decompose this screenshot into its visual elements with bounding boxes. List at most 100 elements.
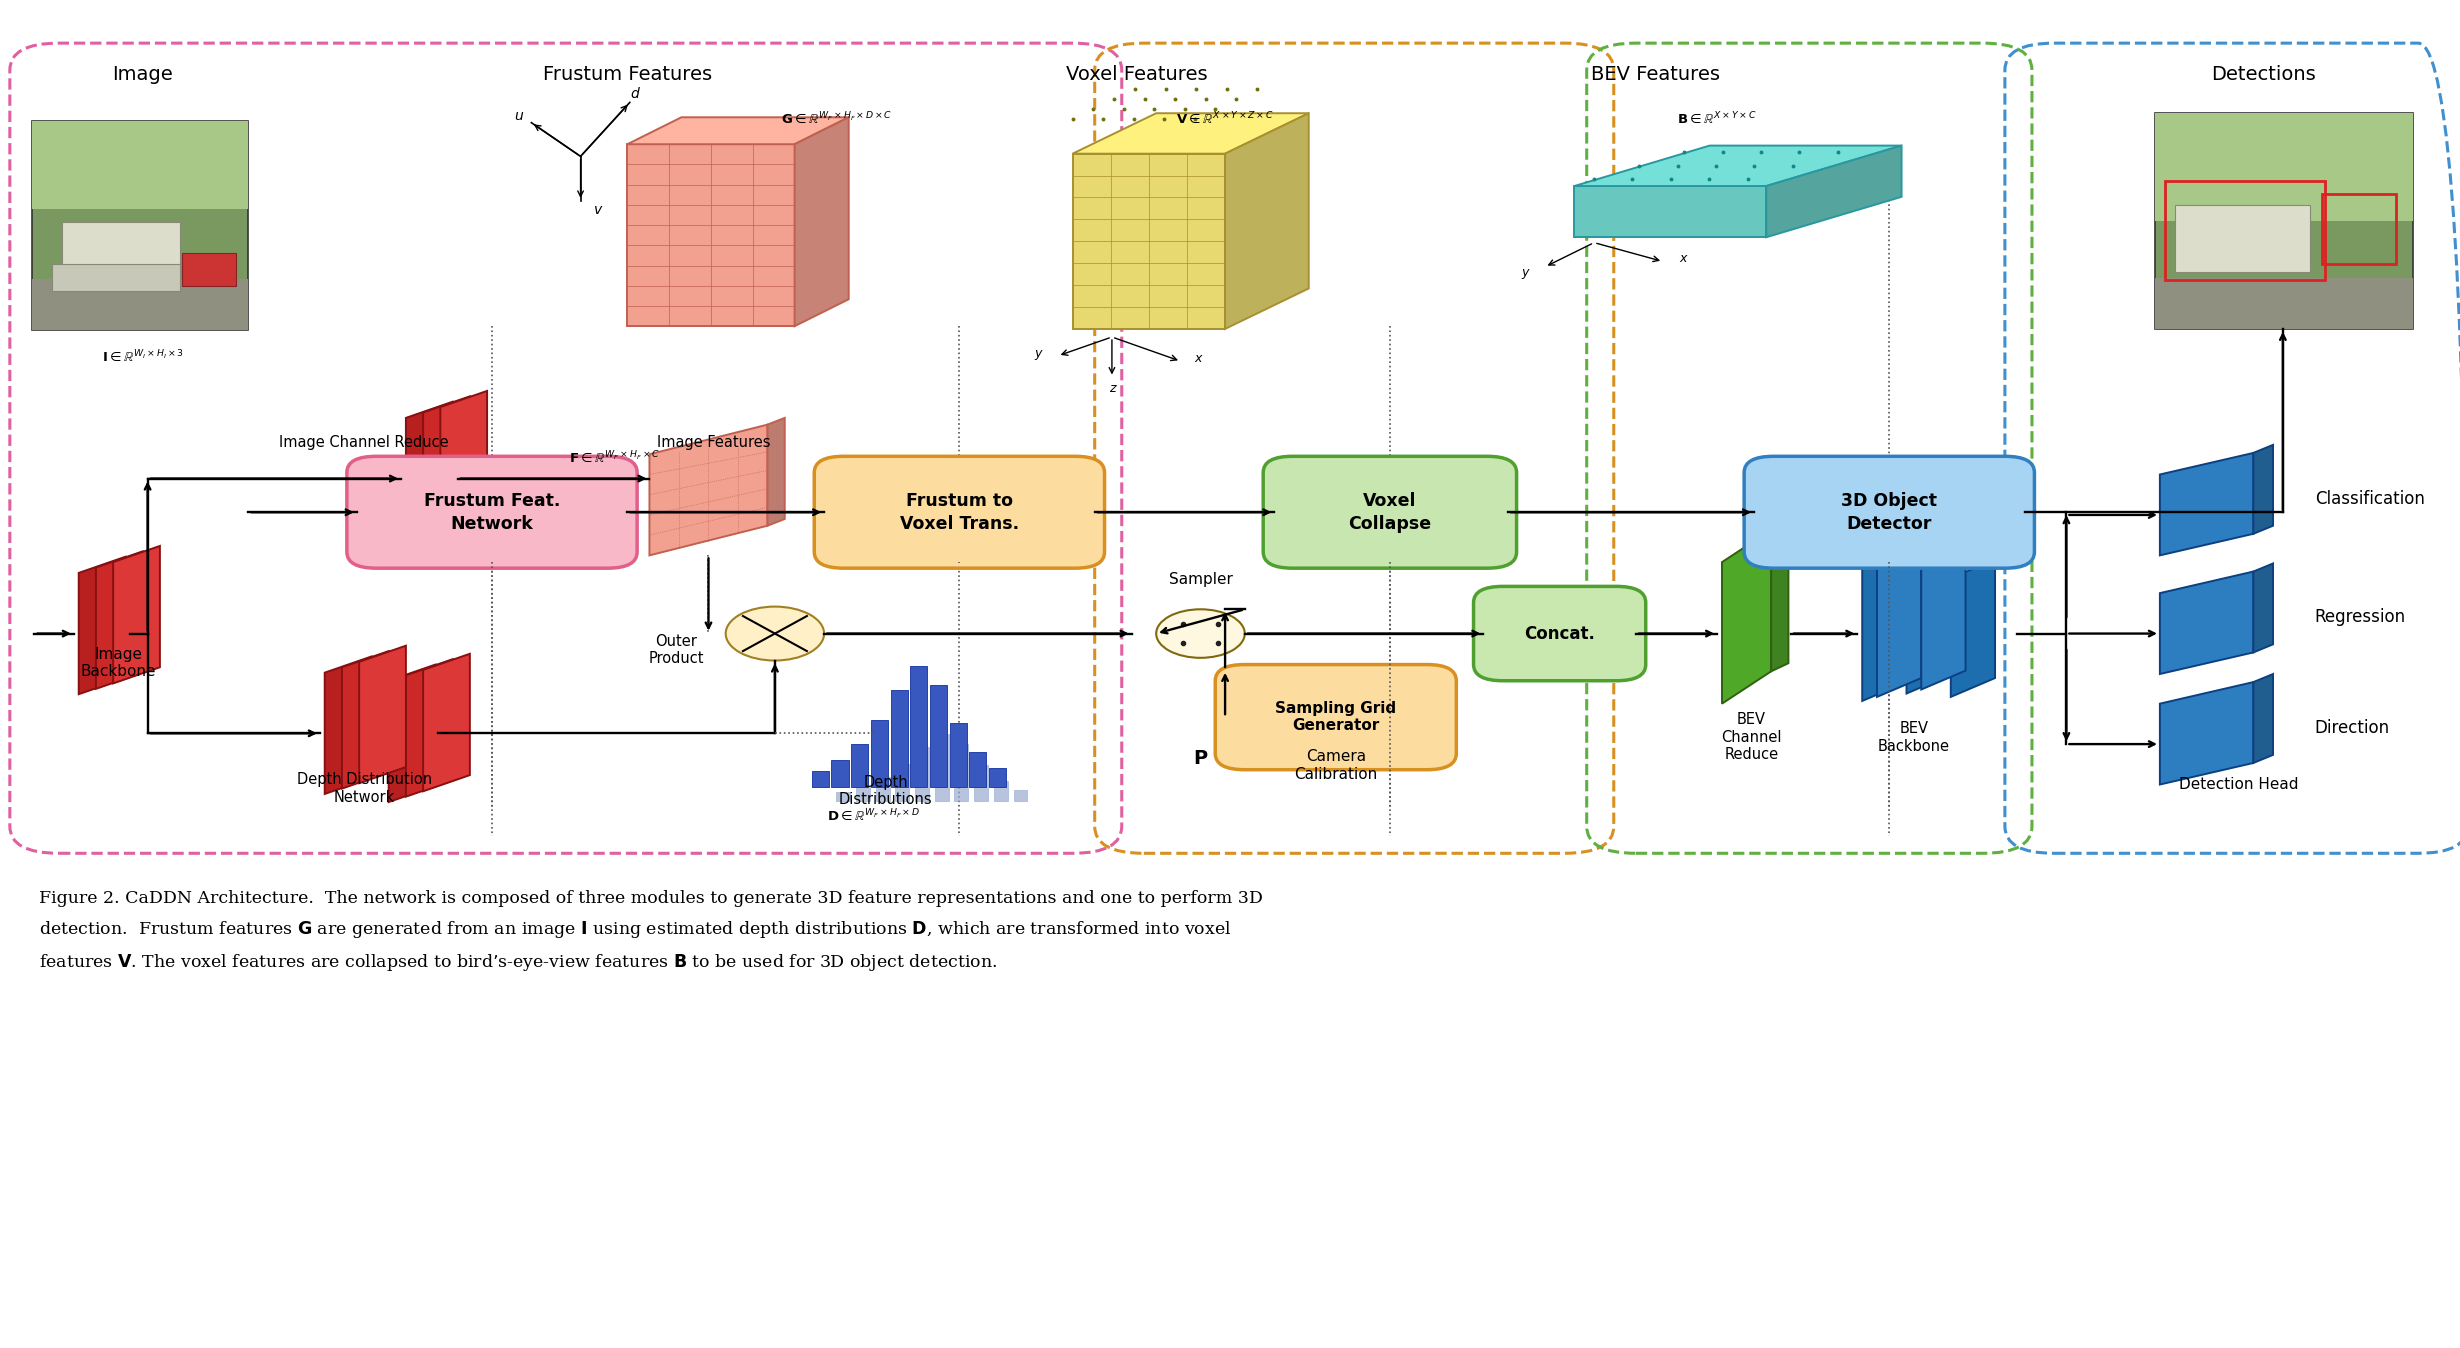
- Bar: [974, 766, 989, 801]
- Bar: [836, 791, 851, 801]
- Text: z: z: [1109, 381, 1114, 395]
- Polygon shape: [1951, 559, 1995, 697]
- Polygon shape: [1225, 113, 1309, 329]
- Polygon shape: [79, 557, 125, 694]
- Text: y: y: [1523, 266, 1528, 279]
- Polygon shape: [1877, 543, 1921, 697]
- Text: x: x: [1680, 252, 1685, 266]
- Text: $\mathbf{V} \in \mathbb{R}^{X \times Y \times Z \times C}$: $\mathbf{V} \in \mathbb{R}^{X \times Y \…: [1176, 111, 1274, 127]
- Polygon shape: [649, 425, 768, 555]
- Polygon shape: [359, 646, 406, 783]
- Polygon shape: [1073, 154, 1225, 329]
- Text: Detections: Detections: [2212, 65, 2315, 84]
- Text: y: y: [1036, 346, 1041, 360]
- Text: $\mathbf{D} \in \mathbb{R}^{W_F \times H_F \times D}$: $\mathbf{D} \in \mathbb{R}^{W_F \times H…: [827, 807, 920, 824]
- Text: $\mathbf{G} \in \mathbb{R}^{W_F \times H_F \times D \times C}$: $\mathbf{G} \in \mathbb{R}^{W_F \times H…: [780, 111, 893, 127]
- Text: Figure 2. CaDDN Architecture.  The network is composed of three modules to gener: Figure 2. CaDDN Architecture. The networ…: [39, 890, 1264, 973]
- Polygon shape: [406, 402, 453, 539]
- Text: Regression: Regression: [2315, 608, 2406, 627]
- Text: Image Features: Image Features: [657, 434, 770, 450]
- Circle shape: [1156, 609, 1245, 658]
- Polygon shape: [1906, 547, 1951, 693]
- Text: d: d: [630, 88, 640, 101]
- Bar: [969, 752, 986, 787]
- Bar: [52, 264, 180, 291]
- Polygon shape: [440, 391, 487, 528]
- Bar: [32, 121, 248, 209]
- Text: BEV
Channel
Reduce: BEV Channel Reduce: [1722, 713, 1781, 762]
- Bar: [876, 776, 891, 801]
- Polygon shape: [2160, 682, 2253, 785]
- Polygon shape: [2253, 563, 2273, 652]
- Bar: [32, 121, 248, 330]
- Text: BEV Features: BEV Features: [1592, 65, 1720, 84]
- Text: Frustum Features: Frustum Features: [544, 65, 711, 84]
- Polygon shape: [2160, 572, 2253, 674]
- Bar: [954, 744, 969, 801]
- Bar: [62, 222, 180, 279]
- Polygon shape: [96, 551, 143, 689]
- FancyBboxPatch shape: [1264, 456, 1515, 569]
- Bar: [856, 786, 871, 801]
- Bar: [2155, 113, 2413, 221]
- Text: Frustum to
Voxel Trans.: Frustum to Voxel Trans.: [900, 492, 1018, 532]
- Bar: [2165, 181, 2325, 280]
- Polygon shape: [1771, 522, 1788, 671]
- Bar: [891, 690, 908, 787]
- Text: $\mathbf{F} \in \mathbb{R}^{W_F \times H_F \times C}$: $\mathbf{F} \in \mathbb{R}^{W_F \times H…: [571, 450, 659, 466]
- Bar: [895, 763, 910, 801]
- Bar: [1014, 790, 1028, 801]
- Text: Direction: Direction: [2315, 718, 2391, 737]
- Polygon shape: [325, 656, 371, 794]
- Text: Image: Image: [113, 65, 172, 84]
- Bar: [812, 771, 829, 787]
- Polygon shape: [1766, 146, 1902, 237]
- Text: x: x: [1196, 352, 1200, 365]
- Text: v: v: [593, 204, 603, 217]
- Bar: [851, 744, 868, 787]
- Text: BEV
Backbone: BEV Backbone: [1877, 721, 1951, 754]
- Text: Depth
Distributions: Depth Distributions: [839, 775, 932, 807]
- Polygon shape: [423, 396, 470, 534]
- Text: 3D Object
Detector: 3D Object Detector: [1840, 492, 1938, 532]
- Bar: [910, 666, 927, 787]
- Polygon shape: [1574, 146, 1902, 186]
- Polygon shape: [2253, 445, 2273, 534]
- Text: $\mathbf{I} \in \mathbb{R}^{W_I \times H_I \times 3}$: $\mathbf{I} \in \mathbb{R}^{W_I \times H…: [101, 349, 184, 365]
- Polygon shape: [795, 117, 849, 326]
- Text: Sampling Grid
Generator: Sampling Grid Generator: [1274, 701, 1397, 733]
- Bar: [2155, 113, 2413, 329]
- Circle shape: [726, 607, 824, 661]
- Text: Voxel
Collapse: Voxel Collapse: [1348, 492, 1432, 532]
- Text: Detection Head: Detection Head: [2180, 776, 2298, 793]
- Text: $\mathbf{P}$: $\mathbf{P}$: [1193, 749, 1208, 768]
- Bar: [2155, 278, 2413, 329]
- Bar: [930, 685, 947, 787]
- Bar: [915, 747, 930, 801]
- Bar: [2322, 194, 2396, 264]
- FancyBboxPatch shape: [347, 456, 637, 569]
- Bar: [182, 253, 236, 286]
- Text: Camera
Calibration: Camera Calibration: [1294, 749, 1378, 782]
- Polygon shape: [423, 654, 470, 791]
- Bar: [935, 733, 950, 801]
- Bar: [950, 723, 967, 787]
- Text: Outer
Product: Outer Product: [649, 634, 704, 666]
- Polygon shape: [406, 659, 453, 797]
- Polygon shape: [627, 117, 849, 144]
- FancyBboxPatch shape: [814, 456, 1105, 569]
- Bar: [994, 782, 1009, 801]
- Text: Image Channel Reduce: Image Channel Reduce: [280, 434, 448, 450]
- Bar: [831, 760, 849, 787]
- Text: Image
Backbone: Image Backbone: [81, 647, 155, 679]
- Bar: [871, 720, 888, 787]
- Bar: [989, 768, 1006, 787]
- Polygon shape: [2160, 453, 2253, 555]
- Bar: [2175, 205, 2310, 272]
- FancyBboxPatch shape: [1744, 456, 2034, 569]
- Text: u: u: [514, 109, 524, 123]
- Text: Classification: Classification: [2315, 489, 2426, 508]
- Polygon shape: [389, 665, 435, 802]
- Polygon shape: [342, 651, 389, 789]
- Polygon shape: [113, 546, 160, 683]
